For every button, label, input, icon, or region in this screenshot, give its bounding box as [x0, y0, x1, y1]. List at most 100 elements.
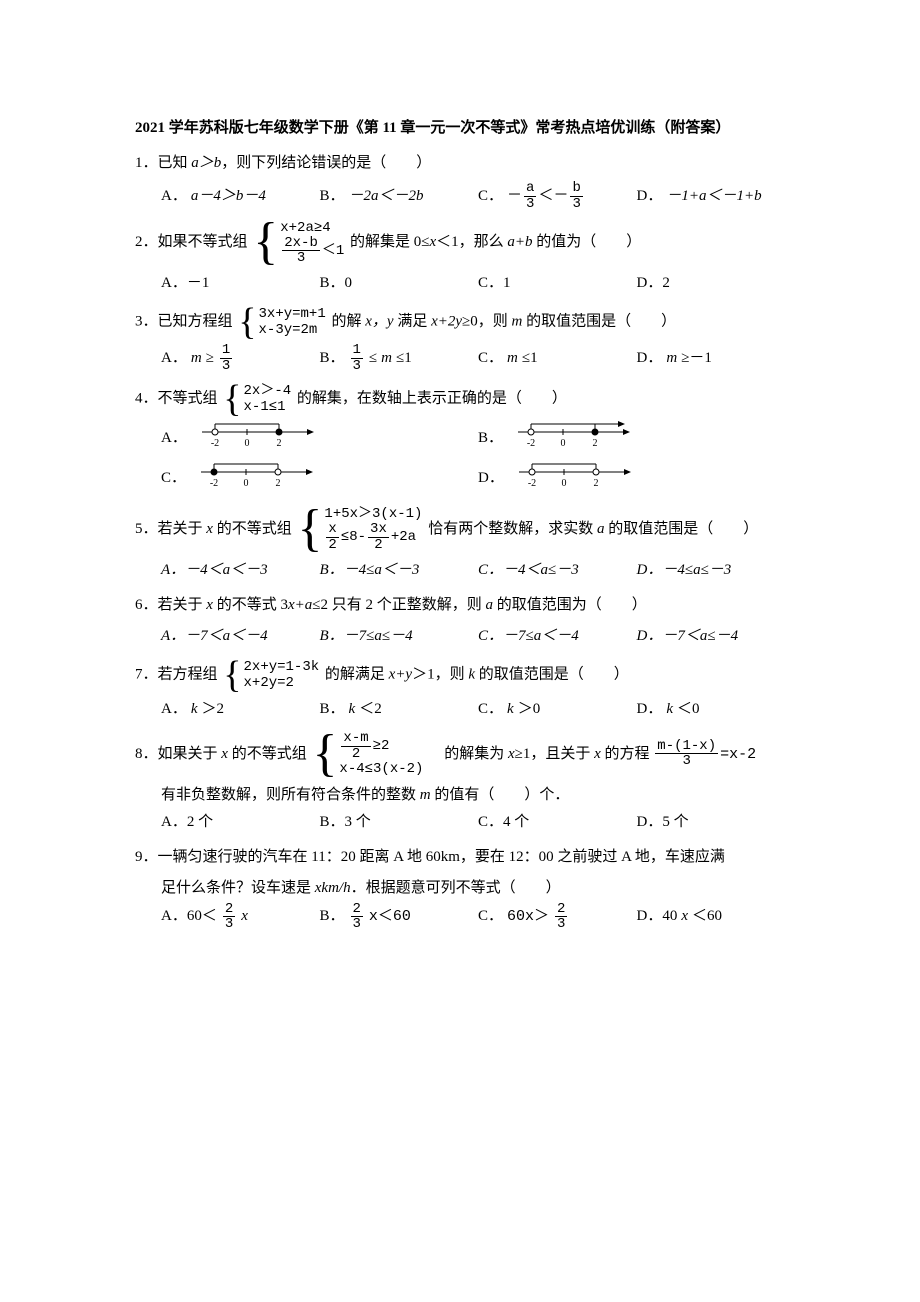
label: D．40 — [637, 903, 678, 930]
op: ≤8- — [341, 529, 366, 545]
q6-opt-b: B．－7≤a≤－4 — [320, 623, 479, 650]
q8-opt-c: C．4 个 — [478, 809, 637, 836]
num: m-(1-x) — [655, 739, 718, 755]
svg-text:-2: -2 — [211, 438, 219, 448]
eq-line: x2≤8-3x2+2a — [324, 522, 422, 552]
text: 恰有两个整数解，求实数 — [428, 521, 597, 537]
text: 的取值范围为（ ） — [493, 597, 647, 613]
brace-icon: { — [312, 731, 337, 778]
num: 2 — [555, 902, 567, 918]
label: B． — [320, 696, 345, 723]
text: ＞0 — [518, 696, 541, 723]
math: k — [507, 696, 514, 723]
q2-stem: 2．如果不等式组 { x+2a≥4 2x-b3＜1 的解集是 0≤x＜1，那么 … — [135, 219, 795, 266]
math: x — [206, 597, 213, 613]
den: 3 — [555, 917, 567, 932]
number-line: -202 — [196, 460, 316, 498]
num: a — [524, 181, 536, 197]
math: m — [666, 345, 677, 372]
math: D．－7＜a≤－4 — [637, 623, 739, 650]
num: 1 — [220, 343, 232, 359]
eq-line: 1+5x＞3(x-1) — [324, 506, 422, 522]
eq-line: x-1≤1 — [244, 399, 292, 415]
svg-text:2: 2 — [593, 438, 598, 448]
num: 2x-b — [282, 236, 320, 252]
eq-line: x-4≤3(x-2) — [339, 761, 423, 777]
num: 1 — [351, 343, 363, 359]
q6-stem: 6．若关于 x 的不等式 3x+a≤2 只有 2 个正整数解，则 a 的取值范围… — [135, 592, 795, 619]
num: 3x — [368, 522, 389, 538]
svg-text:0: 0 — [561, 478, 566, 488]
math: B．－7≤a≤－4 — [320, 623, 413, 650]
q5-stem: 5．若关于 x 的不等式组 { 1+5x＞3(x-1) x2≤8-3x2+2a … — [135, 506, 795, 553]
math: m — [381, 345, 392, 372]
eq-system: { 2x+y=1-3k x+2y=2 — [223, 658, 319, 692]
math: x — [221, 746, 228, 762]
math: m — [512, 314, 523, 330]
brace-icon: { — [223, 382, 241, 416]
q5-opt-d: D．－4≤a≤－3 — [637, 557, 796, 584]
math: A．－4＜a＜－3 — [161, 557, 268, 584]
q9-opt-d: D．40x＜60 — [637, 902, 796, 932]
text: 的取值范围是（ ） — [475, 666, 629, 682]
svg-text:0: 0 — [244, 438, 249, 448]
text: 1．已知 — [135, 155, 191, 171]
text: 的取值范围是（ ） — [604, 521, 758, 537]
math: a－4＞b－4 — [191, 183, 266, 210]
text: 的不等式组 — [213, 521, 292, 537]
math: A．－7＜a＜－4 — [161, 623, 268, 650]
eq-line: x+2y=2 — [244, 675, 320, 691]
den: 2 — [326, 538, 338, 553]
q1-opt-d: D．－1+a＜－1+b — [637, 181, 796, 211]
q5-opt-a: A．－4＜a＜－3 — [161, 557, 320, 584]
question-9: 9．一辆匀速行驶的汽车在 11：20 距离 A 地 60km，要在 12：00 … — [135, 844, 795, 934]
text: 有非负整数解，则所有符合条件的整数 — [161, 787, 420, 803]
svg-text:2: 2 — [276, 438, 281, 448]
svg-text:-2: -2 — [528, 478, 536, 488]
brace-icon: { — [223, 658, 241, 692]
den: 3 — [351, 917, 363, 932]
q4-opt-d: D．-202 — [478, 460, 795, 498]
q8-line2: 有非负整数解，则所有符合条件的整数 m 的值有（ ）个． — [135, 782, 795, 809]
q1-opt-c: C． －a3＜－b3 — [478, 181, 637, 211]
text: ＜2 — [359, 696, 382, 723]
q8-opt-b: B．3 个 — [320, 809, 479, 836]
brace-icon: { — [253, 219, 278, 266]
num: x-m — [341, 731, 370, 747]
question-7: 7．若方程组 { 2x+y=1-3k x+2y=2 的解满足 x+y＞1，则 k… — [135, 658, 795, 725]
label: B． — [320, 903, 345, 930]
den: 3 — [223, 917, 235, 932]
q8-opt-a: A．2 个 — [161, 809, 320, 836]
num: b — [570, 181, 582, 197]
text: 的取值范围是（ ） — [522, 314, 676, 330]
label: C． — [161, 465, 186, 492]
brace-icon: { — [238, 305, 256, 339]
math: x+a — [288, 597, 312, 613]
label: A．60＜ — [161, 903, 217, 930]
eq-line: x-m2≥2 — [339, 731, 423, 761]
q7-opt-a: A．k＞2 — [161, 696, 320, 723]
math: x — [594, 746, 601, 762]
q7-opt-b: B．k＜2 — [320, 696, 479, 723]
q2-opt-d: D．2 — [637, 270, 796, 297]
eq-line: 2x+y=1-3k — [244, 659, 320, 675]
op: ＜1 — [322, 243, 344, 259]
svg-text:-2: -2 — [527, 438, 535, 448]
q5-opt-c: C．－4＜a≤－3 — [478, 557, 637, 584]
text: 的解 — [331, 314, 365, 330]
q1-opt-a: A．a－4＞b－4 — [161, 181, 320, 211]
op: ≤1 — [396, 345, 412, 372]
label: D． — [637, 183, 663, 210]
num: 2 — [351, 902, 363, 918]
label: C． — [478, 345, 503, 372]
op: +2a — [391, 529, 416, 545]
label: A． — [161, 345, 187, 372]
q7-stem: 7．若方程组 { 2x+y=1-3k x+2y=2 的解满足 x+y＞1，则 k… — [135, 658, 795, 692]
text: ＜1，那么 — [436, 234, 507, 250]
q2-opt-a: A．－1 — [161, 270, 320, 297]
math: D．－4≤a≤－3 — [637, 557, 732, 584]
math: －a3＜－b3 — [507, 181, 585, 211]
text: 的解满足 — [325, 666, 389, 682]
q3-opt-a: A．m≥13 — [161, 343, 320, 373]
text: ＞1，则 — [412, 666, 468, 682]
